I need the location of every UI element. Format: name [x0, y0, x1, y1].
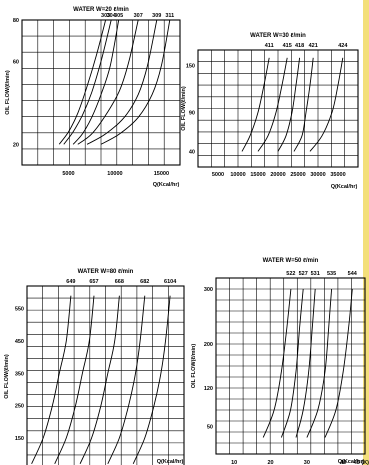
- chart-panel-w30: WATER W=30 ℓ/min 5000 10000 15000 20000 25000…: [178, 28, 369, 198]
- series-label: 522: [286, 271, 295, 277]
- x-tick-label: 10: [231, 460, 237, 465]
- curve-series-544: [324, 288, 353, 438]
- y-tick-label: 150: [186, 64, 195, 70]
- chart-title: WATER W=50 ℓ/min: [263, 258, 319, 264]
- plot-frame: [21, 19, 181, 166]
- y-axis-label: OIL FLOW(ℓ/min): [4, 354, 10, 399]
- series-label: 305: [114, 13, 123, 19]
- chart-w30: WATER W=30 ℓ/min 5000 10000 15000 20000 25000…: [181, 33, 359, 190]
- curve-series-6104: [132, 295, 171, 464]
- series-label: 668: [115, 279, 124, 285]
- y-axis-label: OIL FLOW(ℓ/min): [181, 86, 187, 131]
- curve-series-649: [31, 295, 72, 464]
- x-tick-label: 30000: [310, 172, 325, 178]
- plot-frame: [26, 285, 185, 465]
- curve-series-424: [309, 57, 344, 152]
- series-label: 415: [283, 43, 292, 49]
- y-tick-label: 150: [15, 436, 24, 442]
- y-axis-label: OIL FLOW(ℓ/min): [191, 344, 197, 389]
- y-tick-label: 60: [13, 59, 19, 65]
- series-label: 411: [265, 43, 274, 49]
- y-tick-label: 50: [207, 425, 213, 431]
- curve-series-682: [107, 295, 146, 464]
- chart-panel-w50: WATER W=50 ℓ/min 10 20 30 40 45 (K) 50 120 200 30…: [185, 252, 369, 465]
- y-tick-label: 300: [204, 287, 213, 293]
- x-tick-label: 5000: [212, 172, 224, 178]
- x-axis-label: Q(Kcal/hr): [157, 459, 184, 465]
- chart-panel-w80: WATER W=80 ℓ/min405060708090100 (K)15025…: [0, 262, 190, 465]
- chart-w50: WATER W=50 ℓ/min 10 20 30 40 45 (K) 50 120 200 30…: [191, 258, 369, 465]
- curve-series-305: [72, 19, 120, 145]
- series-label: 304: [107, 13, 117, 19]
- curve-series-307: [77, 19, 139, 145]
- series-label: 6104: [164, 279, 177, 285]
- x-tick-label: 5000: [62, 171, 74, 177]
- curve-series-657: [54, 295, 95, 464]
- chart-panel-w20: WATER W=20 ℓ/min 5000 10000 15000 20 60 80 Q(Kc…: [0, 0, 185, 195]
- x-tick-label: 20: [267, 460, 273, 465]
- curve-series-309: [86, 19, 158, 145]
- x-tick-label: 45 (K): [354, 460, 369, 465]
- x-tick-label: 20000: [270, 172, 285, 178]
- series-label: 657: [89, 279, 98, 285]
- series-label: 311: [165, 13, 174, 19]
- series-label: 424: [338, 43, 348, 49]
- curve-series-535: [306, 288, 333, 438]
- accent-stripe: [363, 0, 369, 465]
- x-axis-label: Q(Kcal/hr): [331, 184, 358, 190]
- series-label: 531: [311, 271, 320, 277]
- chart-title: WATER W=80 ℓ/min: [78, 269, 134, 275]
- series-label: 682: [140, 279, 149, 285]
- series-label: 527: [299, 271, 308, 277]
- series-label: 309: [152, 13, 161, 19]
- curve-series-531: [295, 288, 316, 438]
- y-tick-label: 250: [15, 404, 24, 410]
- x-tick-label: 30: [304, 460, 310, 465]
- x-tick-label: 40: [340, 460, 346, 465]
- y-axis-label: OIL FLOW(ℓ/min): [5, 70, 11, 115]
- y-tick-label: 20: [13, 142, 19, 148]
- plot-frame: [215, 277, 366, 455]
- chart-w20: WATER W=20 ℓ/min 5000 10000 15000 20 60 80 Q(Kc…: [5, 7, 181, 188]
- series-label: 418: [295, 43, 304, 49]
- x-tick-label: 35000: [330, 172, 345, 178]
- curve-series-668: [79, 295, 120, 464]
- curve-series-421: [293, 57, 314, 152]
- y-tick-label: 350: [15, 371, 24, 377]
- x-tick-label: 15000: [250, 172, 265, 178]
- y-tick-label: 450: [15, 339, 24, 345]
- curve-series-415: [257, 57, 288, 152]
- series-label: 421: [309, 43, 318, 49]
- y-tick-label: 120: [204, 386, 213, 392]
- x-tick-label: 10000: [107, 171, 122, 177]
- curve-series-527: [280, 288, 304, 438]
- x-tick-label: 10000: [230, 172, 245, 178]
- curve-series-303: [58, 19, 107, 145]
- y-tick-label: 40: [189, 149, 195, 155]
- series-label: 303: [101, 13, 110, 19]
- chart-w80: WATER W=80 ℓ/min405060708090100 (K)15025…: [4, 269, 185, 465]
- curve-series-522: [262, 288, 292, 438]
- series-label: 649: [66, 279, 75, 285]
- curve-series-411: [241, 57, 270, 152]
- series-label: 307: [134, 13, 143, 19]
- x-axis-label: Q(Kcal/hr): [153, 182, 180, 188]
- curve-series-311: [100, 19, 171, 145]
- plot-frame: [197, 49, 359, 168]
- x-tick-label: 15000: [154, 171, 169, 177]
- series-label: 535: [327, 271, 336, 277]
- y-tick-label: 550: [15, 307, 24, 313]
- x-tick-label: 25000: [290, 172, 305, 178]
- x-axis-label: Q(Kcal/hr): [338, 459, 365, 465]
- series-label: 544: [348, 271, 358, 277]
- chart-title: WATER W=30 ℓ/min: [250, 33, 306, 39]
- curve-series-304: [63, 19, 112, 145]
- y-tick-label: 90: [189, 110, 195, 116]
- y-tick-label: 200: [204, 342, 213, 348]
- chart-title: WATER W=20 ℓ/min: [73, 7, 129, 13]
- curve-series-418: [277, 57, 301, 152]
- y-tick-label: 80: [13, 18, 19, 24]
